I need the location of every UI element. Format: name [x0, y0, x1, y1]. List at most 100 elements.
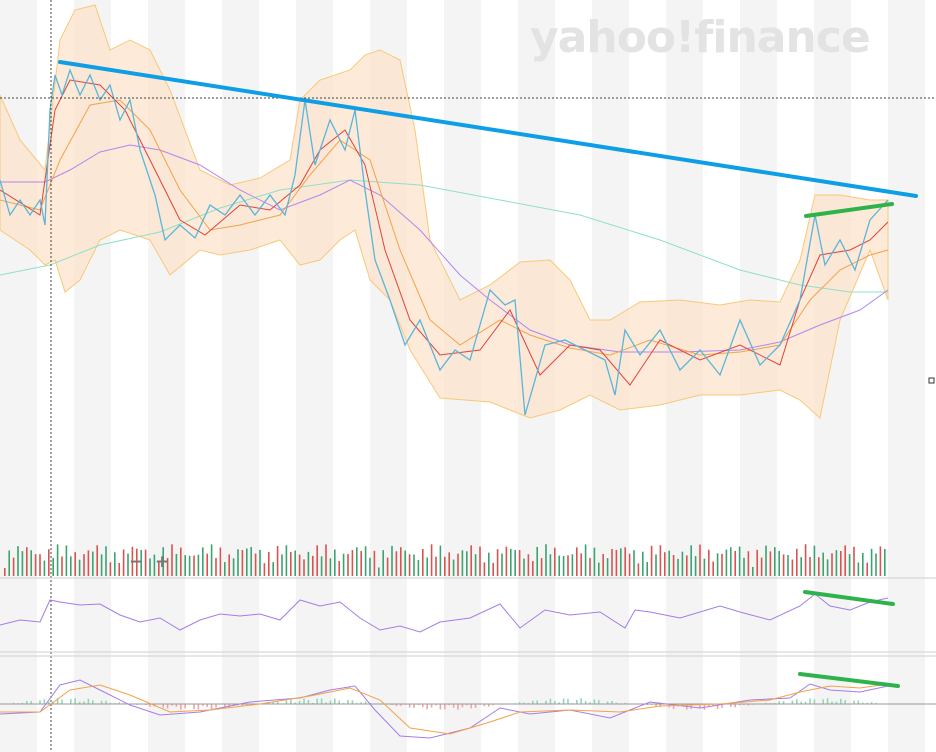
volume-bar — [342, 553, 345, 576]
volume-bar — [39, 554, 41, 576]
histogram-bar — [347, 700, 349, 704]
macd-signal — [0, 683, 889, 735]
volume-bar — [606, 558, 609, 576]
volume-bar — [818, 557, 820, 576]
volume-bar — [378, 567, 380, 576]
histogram-bar — [844, 700, 846, 704]
volume-bar — [523, 558, 525, 576]
volume-bar — [285, 545, 288, 576]
volume-bar — [30, 550, 32, 576]
volume-bar — [202, 547, 204, 576]
histogram-bar — [593, 699, 596, 704]
volume-bar — [853, 546, 855, 576]
histogram-bar — [488, 704, 490, 707]
histogram-bar — [831, 701, 833, 704]
histogram-bar — [474, 704, 477, 708]
histogram-bar — [241, 704, 244, 707]
volume-bar — [580, 553, 582, 576]
stripe — [925, 0, 936, 752]
histogram-bar — [210, 704, 213, 710]
volume-bar — [615, 550, 618, 576]
volume-bar — [338, 561, 340, 576]
histogram-bar — [61, 699, 63, 704]
volume-bar — [34, 554, 37, 576]
volume-bar — [430, 544, 433, 576]
histogram-bar — [782, 701, 785, 704]
volume-bar — [444, 556, 446, 576]
histogram-bar — [492, 704, 494, 706]
histogram-bar — [747, 704, 750, 706]
volume-bar — [703, 558, 706, 576]
price-line — [0, 68, 889, 416]
volume-bar — [637, 563, 640, 576]
volume-bar — [56, 544, 59, 576]
volume-bar — [197, 554, 200, 576]
histogram-bar — [400, 704, 402, 706]
volume-bar — [505, 546, 508, 576]
volume-bar — [87, 550, 90, 576]
volume-bar — [611, 548, 613, 576]
histogram-bar — [545, 700, 547, 704]
histogram-bar — [70, 699, 72, 704]
volume-bar — [325, 544, 327, 576]
volume-bar — [303, 559, 305, 576]
histogram-bar — [646, 704, 648, 706]
volume-bar — [210, 544, 213, 576]
volume-bar — [721, 553, 723, 576]
volume-bar — [369, 557, 371, 576]
volume-bar — [602, 554, 604, 576]
volume-bar — [492, 562, 494, 576]
volume-bar — [408, 554, 411, 576]
volume-bar — [804, 544, 807, 576]
volume-bar — [268, 551, 270, 576]
volume-bar — [659, 545, 662, 576]
volume-bar — [725, 549, 728, 576]
histogram-bar — [426, 704, 428, 710]
stripe — [185, 0, 222, 752]
histogram-bar — [144, 704, 147, 706]
volume-bar — [180, 547, 182, 576]
histogram-bar — [206, 704, 208, 707]
histogram-bar — [655, 704, 657, 708]
histogram-bar — [589, 702, 591, 704]
histogram-bar — [576, 699, 578, 704]
volume-bar — [756, 549, 758, 576]
volume-bar — [12, 557, 15, 576]
volume-bar — [488, 552, 490, 576]
ma-short — [0, 99, 889, 356]
histogram-bar — [307, 700, 310, 704]
histogram-bar — [813, 699, 816, 704]
histogram-bar — [360, 702, 362, 704]
volume-bar — [312, 555, 314, 576]
volume-bar — [664, 552, 666, 576]
volume-bar — [184, 555, 186, 576]
volume-bar — [483, 562, 486, 576]
volume-bar — [100, 554, 103, 576]
volume-bar — [466, 551, 468, 576]
histogram-bar — [316, 698, 318, 704]
histogram-bar — [562, 698, 565, 704]
volume-bar — [136, 548, 138, 576]
histogram-bar — [202, 704, 204, 706]
volume-bar — [809, 556, 811, 576]
volume-bar — [870, 548, 873, 576]
zoom-out-button[interactable]: − — [129, 552, 143, 572]
bollinger-band — [0, 4, 889, 419]
volume-bar — [144, 549, 147, 576]
volume-bar — [360, 550, 362, 576]
volume-bar — [813, 545, 816, 576]
scroll-handle[interactable] — [928, 377, 935, 384]
histogram-bar — [558, 702, 560, 704]
volume-bar — [765, 545, 767, 576]
histogram-bar — [567, 698, 569, 704]
histogram-bar — [351, 700, 354, 704]
volume-bar — [153, 554, 156, 576]
volume-bar — [127, 553, 129, 576]
volume-bar — [400, 547, 402, 576]
volume-bar — [404, 550, 406, 576]
volume-bar — [298, 554, 301, 576]
histogram-bar — [166, 704, 169, 709]
zoom-in-button[interactable]: + — [155, 552, 169, 572]
histogram-bar — [738, 704, 741, 706]
histogram-bar — [268, 702, 270, 704]
